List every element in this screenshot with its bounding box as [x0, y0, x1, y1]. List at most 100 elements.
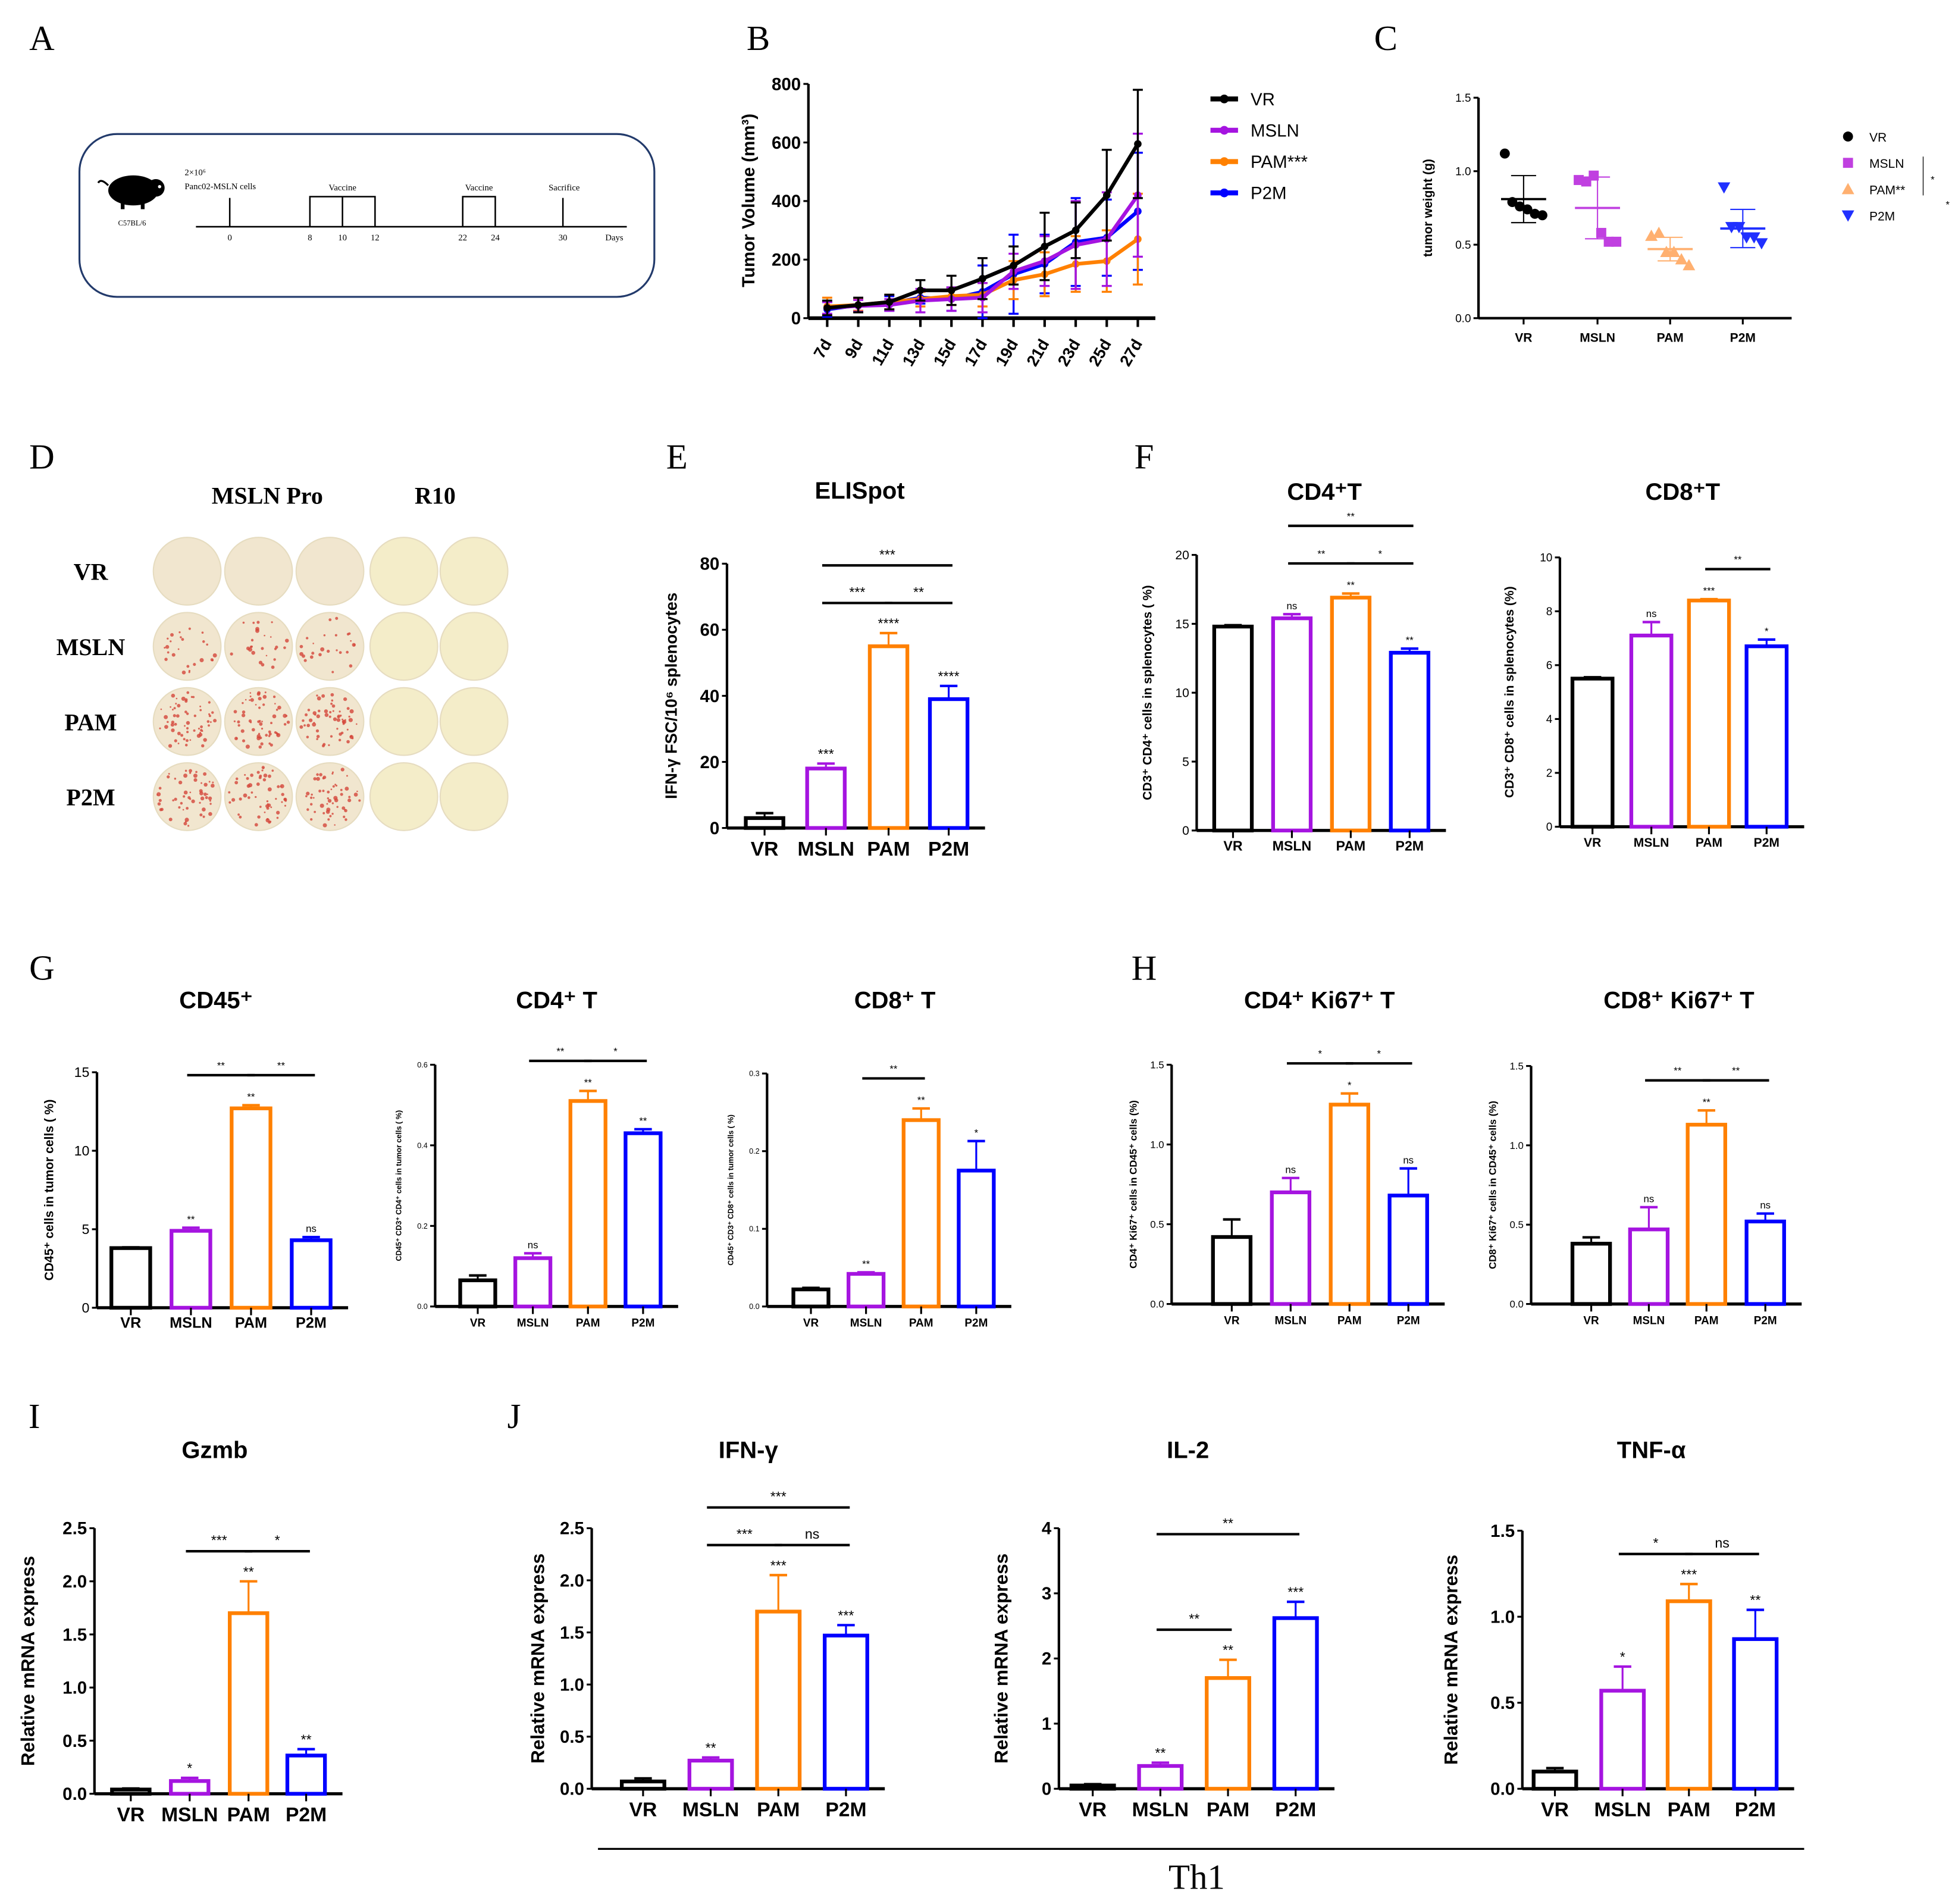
- bar-vr: [791, 1287, 831, 1308]
- spot: [249, 692, 252, 694]
- data-point: [947, 286, 955, 295]
- spot: [202, 807, 206, 812]
- significance-label: ***: [1287, 1584, 1304, 1600]
- spot: [274, 703, 276, 704]
- th1-label: Th1: [1168, 1858, 1225, 1897]
- spot: [272, 714, 277, 719]
- panel-letter-a: A: [29, 18, 55, 58]
- spot: [177, 648, 180, 650]
- spot: [189, 798, 192, 800]
- spot: [257, 691, 261, 695]
- bar-vr: [1211, 1235, 1253, 1306]
- spot: [167, 721, 169, 724]
- spot: [258, 706, 261, 709]
- spot: [203, 792, 207, 796]
- chart-title: CD4⁺ T: [516, 988, 597, 1014]
- data-point: [1134, 140, 1142, 148]
- x-tick-label: 27d: [1116, 336, 1146, 369]
- x-tick-label: VR: [1541, 1799, 1569, 1821]
- bracket-label: **: [1674, 1065, 1682, 1076]
- spot: [186, 726, 189, 730]
- y-tick-label: 0: [1042, 1780, 1051, 1799]
- spot: [259, 806, 262, 808]
- spot: [330, 735, 333, 738]
- spot: [260, 742, 264, 746]
- well-circle: [295, 537, 365, 606]
- spot: [199, 705, 202, 707]
- chart-h2: CD8⁺ Ki67⁺ T CD8⁺ Ki67⁺ cells in CD45⁺ ce…: [1487, 988, 1802, 1327]
- spot: [346, 728, 349, 731]
- chart-i: Gzmb Relative mRNA express 0.0 0.5 1.0 1.5 2.0…: [17, 1438, 343, 1826]
- spot: [286, 721, 290, 724]
- spot: [344, 818, 347, 821]
- legend-marker: [1220, 157, 1229, 166]
- bar-p2m: [1744, 644, 1789, 829]
- spot: [251, 650, 255, 655]
- significance-label: **: [639, 1115, 647, 1126]
- spot: [275, 709, 278, 711]
- significance-label: ns: [1644, 1193, 1655, 1204]
- x-tick-label: PAM: [1694, 1314, 1719, 1327]
- y-axis-label: tumor weight (g): [1421, 159, 1435, 257]
- x-tick-label: 17d: [961, 336, 991, 369]
- spot: [228, 801, 231, 804]
- y-tick-label: 20: [700, 753, 720, 772]
- spot: [340, 788, 343, 791]
- panel-a-schedule: C57BL/6 2×10⁶ Panc02-MSLN cells Vaccine …: [78, 133, 656, 298]
- spot: [309, 655, 314, 659]
- row-label-p2m: P2M: [66, 784, 115, 811]
- y-tick-label: 0.6: [417, 1061, 428, 1069]
- bar-p2m: [1387, 1194, 1429, 1306]
- bar-p2m: [1744, 1219, 1786, 1306]
- x-tick-label: VR: [1224, 1314, 1240, 1327]
- bracket-label: **: [1732, 1065, 1740, 1076]
- chart-title: CD8⁺ T: [854, 988, 936, 1014]
- spot: [306, 724, 311, 728]
- spot: [191, 799, 195, 803]
- spot: [336, 728, 339, 730]
- spot: [324, 709, 328, 713]
- spot: [356, 723, 358, 725]
- spot: [318, 790, 321, 793]
- bar-p2m: [1389, 650, 1431, 832]
- spot: [306, 735, 309, 738]
- y-axis-label: CD3⁺ CD4⁺ cells in splenocytes ( %): [1141, 585, 1155, 800]
- spot: [181, 670, 186, 675]
- significance-label: *: [1765, 625, 1769, 637]
- legend-label: P2M: [1251, 184, 1287, 203]
- elispot-well: [295, 537, 365, 606]
- spot: [280, 784, 284, 788]
- spot: [184, 818, 189, 822]
- spot: [208, 713, 211, 715]
- bar-vr: [1531, 1770, 1578, 1791]
- x-tick-label: VR: [803, 1317, 819, 1329]
- x-tick-label: P2M: [286, 1804, 327, 1826]
- spot: [177, 731, 181, 735]
- x-tick-label: VR: [1584, 836, 1601, 850]
- spot: [327, 797, 330, 800]
- elispot-well: [224, 687, 293, 756]
- bar-vr: [1212, 624, 1254, 832]
- well-circle: [295, 762, 365, 831]
- bar-msln: [1271, 616, 1313, 832]
- spot: [324, 713, 329, 717]
- bar-msln: [687, 1758, 734, 1791]
- bar-vr: [109, 1246, 152, 1310]
- data-point: [1596, 228, 1606, 238]
- y-tick-label: 1.0: [1490, 1608, 1515, 1627]
- spot: [164, 725, 168, 729]
- y-tick-label: 0.2: [417, 1222, 428, 1230]
- legend-label: MSLN: [1869, 157, 1904, 171]
- x-tick-label: PAM: [576, 1317, 600, 1329]
- data-point: [916, 286, 925, 295]
- spot: [331, 802, 334, 804]
- x-tick-label: PAM: [1207, 1799, 1249, 1821]
- significance-label: **: [706, 1740, 716, 1755]
- y-tick-label: 1.5: [1150, 1059, 1164, 1070]
- y-tick-label: 8: [1546, 606, 1553, 618]
- significance-label: **: [187, 1214, 195, 1225]
- spot: [233, 720, 236, 722]
- spot: [165, 645, 170, 649]
- bar-p2m: [822, 1633, 869, 1791]
